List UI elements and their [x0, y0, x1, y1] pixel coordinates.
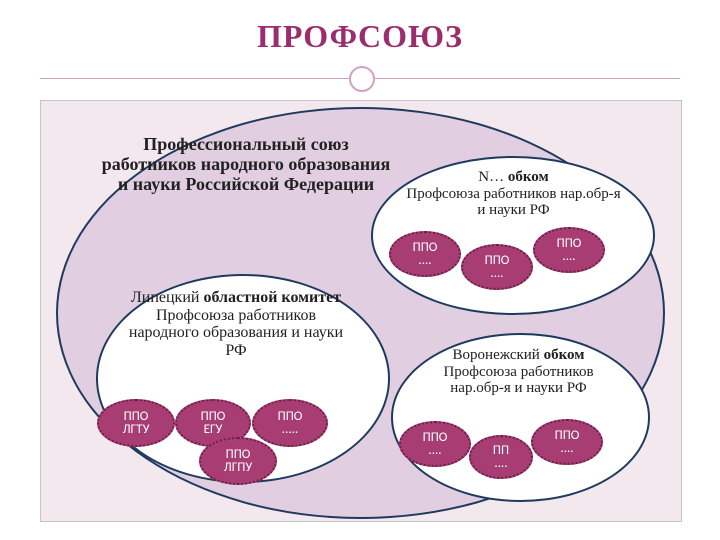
ppo-node: ППО.... [531, 419, 603, 465]
ppo-line2: .... [428, 444, 441, 457]
ppo-line2: ЛГПУ [224, 461, 252, 474]
obkom-label-voronezh: Воронежский обкомПрофсоюза работников на… [416, 347, 621, 397]
ppo-node: ППО.... [461, 244, 533, 290]
title-ring-icon [349, 66, 375, 92]
ppo-line2: ЛГТУ [123, 423, 150, 436]
ppo-line2: .... [562, 250, 575, 263]
ppo-node: ППОЛГПУ [199, 437, 277, 485]
ppo-line2: ЕГУ [204, 423, 223, 436]
ppo-node: ППО.... [389, 231, 461, 277]
ppo-line2: .... [494, 457, 507, 470]
ppo-line2: .... [560, 442, 573, 455]
diagram-panel: Профессиональный союз работников народно… [40, 100, 682, 522]
ppo-node: ППОЛГТУ [97, 399, 175, 447]
ppo-line2: .... [490, 267, 503, 280]
union-label: Профессиональный союз работников народно… [101, 135, 391, 194]
ppo-line2: ..... [282, 423, 298, 436]
ppo-line2: .... [418, 254, 431, 267]
ppo-node: ППО.... [399, 421, 471, 467]
ppo-node: ППО.... [533, 227, 605, 273]
obkom-label-lipetsk: Липецкий областной комитет Профсоюза раб… [121, 289, 351, 359]
page-title: ПРОФСОЮЗ [0, 18, 720, 55]
ppo-node: ПП.... [469, 435, 533, 479]
ppo-node: ППО..... [252, 399, 328, 447]
obkom-label-n-obkom: N… обкомПрофсоюза работников нар.обр-я и… [406, 169, 621, 219]
